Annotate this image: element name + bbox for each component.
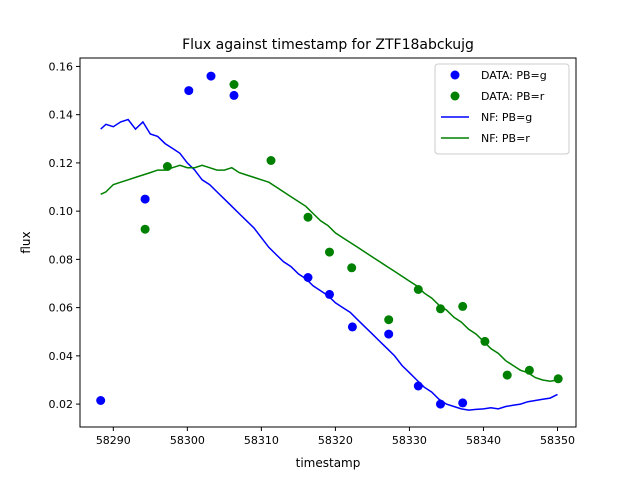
y-axis-label: flux [19,231,33,253]
x-tick-label: 58330 [392,434,427,447]
legend-box [434,63,570,155]
data-point-1-12 [502,370,512,380]
plot-area [96,71,563,411]
data-point-1-1 [162,162,172,171]
data-point-1-5 [325,247,334,257]
data-point-1-6 [347,263,357,273]
data-point-1-8 [413,285,423,294]
legend-label-2: NF: PB=g [481,111,532,124]
data-point-1-0 [140,224,150,234]
x-axis-label: timestamp [296,456,361,470]
data-point-0-0 [96,396,106,405]
data-point-0-9 [413,381,423,391]
x-tick-label: 58340 [466,434,501,447]
y-tick-label: 0.06 [49,302,74,315]
data-point-1-3 [266,156,276,165]
series-line-3 [100,164,558,382]
y-tick-label: 0.12 [49,157,74,170]
legend: DATA: PB=g DATA: PB=r NF: PB=g NF: PB=r [434,63,570,155]
x-tick-label: 58290 [96,434,131,447]
data-point-0-11 [458,398,468,408]
data-point-0-7 [347,322,357,332]
data-point-1-4 [303,212,313,222]
y-tick-label: 0.10 [49,205,74,218]
y-tick-label: 0.04 [49,350,74,363]
data-point-1-2 [229,80,239,89]
x-tick-label: 58300 [170,434,205,447]
data-point-0-3 [206,71,216,81]
data-point-0-5 [303,273,313,282]
y-tick-label: 0.02 [49,398,74,411]
data-point-1-11 [480,336,490,346]
legend-label-1: DATA: PB=r [481,90,545,103]
x-tick-label: 58310 [244,434,279,447]
data-point-0-8 [384,329,394,339]
data-point-1-9 [436,304,445,314]
data-point-0-2 [184,86,194,96]
axes-frame [79,57,577,428]
y-tick-label: 0.08 [49,253,74,266]
legend-marker-0 [450,70,460,80]
data-point-1-10 [458,301,468,311]
x-tick-label: 58320 [318,434,353,447]
chart-title: Flux against timestamp for ZTF18abckujg [182,37,474,53]
legend-marker-1 [450,91,460,101]
data-point-0-6 [325,289,334,299]
data-point-0-10 [436,399,445,409]
data-point-0-1 [140,194,150,204]
legend-label-0: DATA: PB=g [481,69,547,82]
y-tick-label: 0.14 [49,109,74,122]
x-tick-label: 58350 [540,434,575,447]
legend-label-3: NF: PB=r [481,132,530,145]
axis-ticks: 58290 58300 58310 58320 58330 58340 58350 0.02 0… [49,60,575,447]
y-tick-label: 0.16 [49,60,74,73]
data-point-0-4 [229,90,239,100]
data-point-1-14 [553,374,563,384]
data-point-1-7 [384,315,394,325]
data-point-1-13 [524,365,534,375]
